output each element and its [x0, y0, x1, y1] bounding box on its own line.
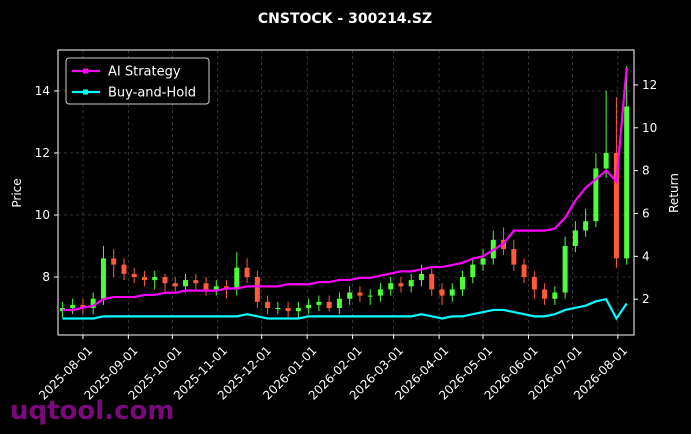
- candle-body: [531, 277, 537, 290]
- candle-body: [172, 283, 178, 287]
- candle-body: [562, 245, 568, 293]
- candle-body: [295, 308, 301, 312]
- candle-body: [131, 273, 137, 278]
- candle-body: [583, 221, 589, 231]
- line: [62, 67, 628, 312]
- line: [62, 297, 628, 321]
- candle-body: [203, 283, 209, 290]
- candle-body: [234, 267, 240, 290]
- candle-body: [480, 258, 486, 265]
- candle-body: [572, 230, 578, 246]
- candle-body: [121, 264, 127, 274]
- candle-body: [59, 308, 65, 312]
- candle-body: [418, 273, 424, 281]
- watermark: uqtool.com: [10, 396, 174, 426]
- y-tick-label: 12: [35, 146, 50, 160]
- candle-body: [439, 289, 445, 296]
- y2-tick-label: 12: [642, 78, 657, 92]
- candle-body: [521, 264, 527, 278]
- candle-body: [593, 168, 599, 222]
- legend-box: [65, 57, 210, 105]
- candle-body: [613, 152, 619, 259]
- candle-body: [265, 301, 271, 309]
- chart-title: CNSTOCK - 300214.SZ: [258, 11, 432, 27]
- candle-body: [285, 308, 291, 312]
- candle-body: [183, 280, 189, 287]
- candle-body: [141, 277, 147, 281]
- candle-body: [100, 258, 106, 299]
- candle-body: [316, 301, 322, 305]
- candle-body: [357, 292, 363, 296]
- candle-body: [70, 304, 76, 309]
- candle-body: [80, 304, 86, 309]
- legend: AI Strategy Buy-and-Hold: [65, 57, 210, 105]
- y2-tick-label: 2: [642, 292, 650, 306]
- candle-body: [408, 280, 414, 287]
- y2-tick-label: 6: [642, 207, 650, 221]
- legend-marker: [83, 89, 88, 95]
- y2-tick-label: 10: [642, 121, 657, 135]
- candle-body: [624, 106, 630, 259]
- candle-body: [429, 273, 435, 290]
- candle-body: [542, 289, 548, 299]
- legend-marker: [83, 68, 88, 74]
- y-tick-label: 14: [35, 84, 50, 98]
- candle-body: [388, 283, 394, 290]
- candle-body: [275, 308, 281, 310]
- y-tick-label: 10: [35, 208, 50, 222]
- candle-body: [336, 298, 342, 309]
- candle-body: [152, 277, 158, 281]
- candle-body: [377, 289, 383, 296]
- candle-body: [254, 277, 260, 302]
- candle-body: [449, 289, 455, 296]
- candle-body: [347, 292, 353, 299]
- candle-body: [111, 258, 117, 265]
- candle-body: [193, 280, 199, 284]
- candle-body: [367, 295, 373, 297]
- y-tick-label: 8: [42, 270, 50, 284]
- candle-body: [244, 267, 250, 278]
- candle-body: [213, 286, 219, 290]
- candle-body: [398, 283, 404, 287]
- y2-tick-label: 4: [642, 249, 650, 263]
- y-axis-label: Price: [10, 178, 24, 207]
- y2-axis-label: Return: [667, 173, 681, 213]
- legend-label: Buy-and-Hold: [108, 86, 196, 101]
- candle-body: [552, 292, 558, 299]
- candle-body: [162, 277, 168, 284]
- candle-body: [326, 301, 332, 309]
- candle-body: [511, 249, 517, 265]
- candle-body: [460, 277, 466, 290]
- candle-body: [470, 264, 476, 278]
- candle-body: [306, 304, 312, 309]
- candle-body: [603, 152, 609, 169]
- candle-body: [90, 298, 96, 309]
- y2-tick-label: 8: [642, 164, 650, 178]
- legend-label: AI Strategy: [108, 65, 181, 80]
- plot-frame: [57, 49, 635, 336]
